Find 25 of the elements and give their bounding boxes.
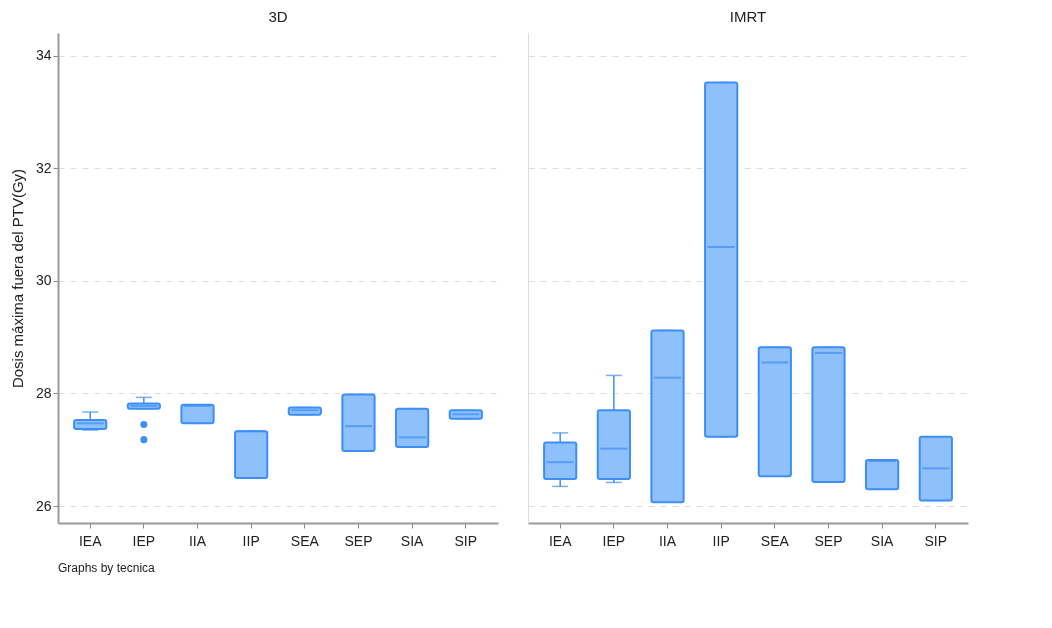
- x-tick-label: SEP: [814, 532, 843, 549]
- y-tick-label: 28: [35, 384, 52, 401]
- chart-title: IMRT: [729, 8, 767, 25]
- x-tick-label: IIP: [712, 532, 730, 549]
- y-tick-label: 34: [35, 47, 52, 64]
- x-tick-label: SIP: [924, 532, 948, 549]
- x-tick-label: IEP: [602, 532, 626, 549]
- y-tick-label: 32: [35, 159, 52, 176]
- x-tick-label: IIP: [242, 532, 260, 549]
- y-tick-label: 30: [35, 272, 52, 289]
- x-tick-label: IIA: [658, 532, 677, 549]
- chart-title: 3D: [268, 8, 288, 25]
- x-tick-label: SIA: [870, 532, 895, 549]
- x-tick-label: SEA: [290, 532, 320, 549]
- x-tick-label: IEP: [132, 532, 156, 549]
- x-tick-label: SIP: [454, 532, 478, 549]
- x-tick-label: SEP: [344, 532, 373, 549]
- y-axis-title: Dosis máxima fuera del PTV(Gy): [8, 168, 26, 389]
- x-tick-label: IIA: [188, 532, 207, 549]
- x-tick-label: SEA: [760, 532, 790, 549]
- text: Graphs by tecnica: [58, 561, 156, 575]
- x-tick-label: SIA: [400, 532, 425, 549]
- y-tick-label: 26: [35, 497, 52, 514]
- x-tick-label: IEA: [78, 532, 103, 549]
- x-tick-label: IEA: [548, 532, 573, 549]
